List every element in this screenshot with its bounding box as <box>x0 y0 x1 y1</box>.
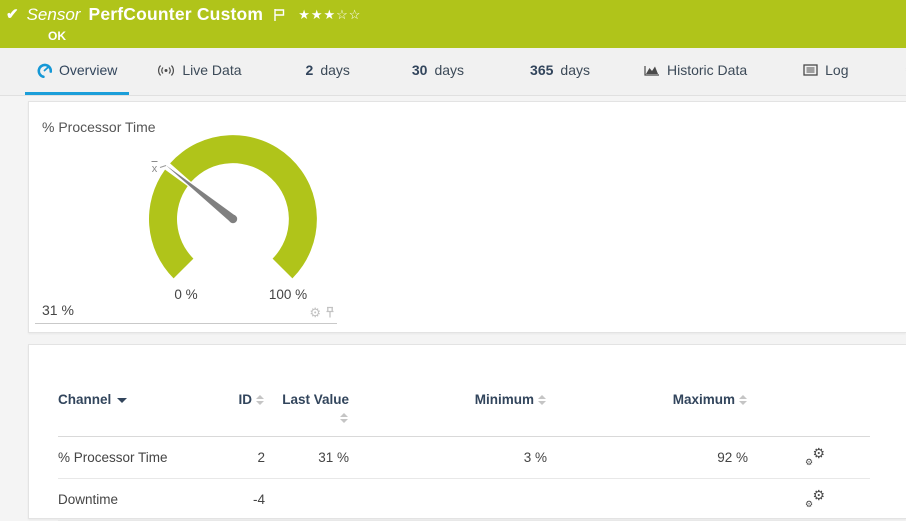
tab-365-days-label: days <box>560 62 590 78</box>
flag-icon[interactable] <box>273 8 286 22</box>
channel-last-value-cell: 31 % <box>277 436 361 479</box>
channel-id-cell: -4 <box>208 478 277 521</box>
tab-historic-data-label: Historic Data <box>666 62 748 78</box>
sort-icon <box>739 395 748 406</box>
table-row[interactable]: Downtime -4 ⚙ ⚙ <box>58 478 870 521</box>
sensor-tab-bar: Overview Live Data 2 days 30 days 365 da… <box>0 48 906 96</box>
channel-table-panel: Channel ID Last Value Minimum Maximum <box>28 344 906 521</box>
tab-historic-data[interactable]: Historic Data <box>632 48 759 95</box>
sorted-desc-icon <box>117 397 128 403</box>
column-header-id-label: ID <box>238 392 253 407</box>
channel-settings-gears-icon[interactable]: ⚙ ⚙ <box>805 445 825 467</box>
gauge-needle-hub <box>228 214 238 224</box>
table-header-row: Channel ID Last Value Minimum Maximum <box>58 391 870 437</box>
pin-icon[interactable] <box>325 306 335 319</box>
tab-live-data[interactable]: Live Data <box>145 48 253 95</box>
sensor-status-banner: ✔ Sensor PerfCounter Custom ★★★☆☆ OK <box>0 0 906 48</box>
tab-2-days[interactable]: 2 days <box>294 48 362 95</box>
check-icon: ✔ <box>6 5 19 23</box>
column-header-channel-label: Channel <box>58 392 112 407</box>
tab-2-days-number: 2 <box>305 62 314 78</box>
gauge-widget: % Processor Time x 0 % 100 % 31 % ⚙ <box>35 112 337 324</box>
gauge-needle <box>165 165 236 223</box>
tab-live-data-label: Live Data <box>182 62 242 78</box>
gauge-icon <box>37 63 52 78</box>
mean-marker-tick <box>159 165 167 168</box>
priority-stars[interactable]: ★★★☆☆ <box>298 6 362 22</box>
gauge-current-value: 31 % <box>42 302 74 318</box>
column-header-maximum[interactable]: Maximum <box>559 391 760 437</box>
tab-30-days-number: 30 <box>411 62 428 78</box>
tab-30-days[interactable]: 30 days <box>400 48 476 95</box>
historic-data-icon <box>644 66 659 76</box>
overview-gauge-panel: % Processor Time x 0 % 100 % 31 % ⚙ <box>28 101 906 333</box>
column-header-actions <box>760 391 870 437</box>
sort-icon <box>538 395 547 406</box>
tab-365-days[interactable]: 365 days <box>518 48 602 95</box>
column-header-minimum[interactable]: Minimum <box>361 391 559 437</box>
tab-overview-label: Overview <box>59 62 118 78</box>
channel-settings-cell[interactable]: ⚙ ⚙ <box>760 436 870 479</box>
processor-time-gauge: x 0 % 100 % <box>148 135 317 302</box>
tab-2-days-label: days <box>320 62 350 78</box>
live-data-icon <box>158 64 175 76</box>
tab-log-label: Log <box>825 62 849 78</box>
sort-icon <box>340 413 349 424</box>
gauge-ring-low <box>148 169 194 279</box>
gauge-title: % Processor Time <box>42 119 156 135</box>
channel-name-cell[interactable]: % Processor Time <box>58 436 208 479</box>
channel-table: Channel ID Last Value Minimum Maximum <box>58 391 870 521</box>
tab-settings[interactable]: ⚙ Settings <box>892 48 906 95</box>
gauge-settings-gear-icon[interactable]: ⚙ <box>309 305 321 320</box>
tab-overview[interactable]: Overview <box>25 48 130 95</box>
channel-settings-gears-icon[interactable]: ⚙ ⚙ <box>805 487 825 509</box>
column-header-last-value-label: Last Value <box>282 392 349 407</box>
column-header-last-value[interactable]: Last Value <box>277 391 361 437</box>
column-header-channel[interactable]: Channel <box>58 391 208 437</box>
column-header-id[interactable]: ID <box>208 391 277 437</box>
sort-icon <box>256 395 265 406</box>
tab-30-days-label: days <box>434 62 465 78</box>
channel-minimum-cell <box>361 478 559 521</box>
sensor-title: PerfCounter Custom <box>88 4 264 24</box>
column-header-minimum-label: Minimum <box>474 392 534 407</box>
channel-id-cell: 2 <box>208 436 277 479</box>
channel-name-cell[interactable]: Downtime <box>58 478 208 521</box>
gauge-min-label: 0 % <box>174 287 197 302</box>
gauge-max-label: 100 % <box>269 287 307 302</box>
table-row[interactable]: % Processor Time 2 31 % 3 % 92 % ⚙ ⚙ <box>58 436 870 479</box>
log-icon <box>803 64 818 76</box>
gear-icon: ⚙ <box>904 63 906 78</box>
channel-last-value-cell <box>277 478 361 521</box>
sensor-type-label: Sensor <box>26 4 81 24</box>
column-header-maximum-label: Maximum <box>672 392 735 407</box>
channel-maximum-cell <box>559 478 760 521</box>
channel-minimum-cell: 3 % <box>361 436 559 479</box>
tab-365-days-number: 365 <box>530 62 554 78</box>
status-badge: OK <box>48 29 66 43</box>
channel-settings-cell[interactable]: ⚙ ⚙ <box>760 478 870 521</box>
mean-marker-label: x <box>152 163 158 175</box>
gauge-ring-high <box>170 135 317 279</box>
channel-maximum-cell: 92 % <box>559 436 760 479</box>
tab-log[interactable]: Log <box>791 48 860 95</box>
